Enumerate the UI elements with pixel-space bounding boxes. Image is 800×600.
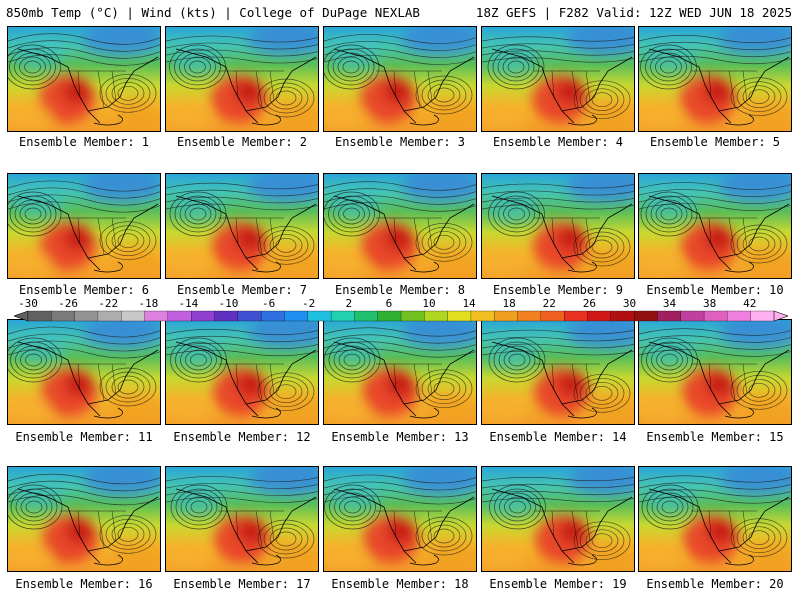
ensemble-member-caption: Ensemble Member: 14 [489, 430, 627, 444]
ensemble-member-caption: Ensemble Member: 18 [331, 577, 469, 591]
ensemble-map-panel [165, 173, 319, 279]
colorbar-tick-label: 14 [462, 297, 476, 310]
ensemble-map-panel [165, 319, 319, 425]
ensemble-member-caption: Ensemble Member: 8 [334, 283, 466, 297]
ensemble-map-panel [481, 26, 635, 132]
ensemble-member-caption: Ensemble Member: 17 [173, 577, 311, 591]
ensemble-member-caption: Ensemble Member: 3 [334, 135, 466, 149]
ensemble-member-caption: Ensemble Member: 6 [18, 283, 150, 297]
colorbar-tick-label: -6 [261, 297, 276, 310]
ensemble-map-panel [481, 319, 635, 425]
ensemble-map-panel [638, 26, 792, 132]
ensemble-map-panel [165, 26, 319, 132]
colorbar-tick-label: 38 [703, 297, 717, 310]
ensemble-member-caption: Ensemble Member: 1 [18, 135, 150, 149]
colorbar-tick-label: 34 [662, 297, 677, 310]
ensemble-member-caption: Ensemble Member: 2 [176, 135, 308, 149]
colorbar-tick-label: 2 [345, 297, 353, 310]
colorbar-tick-labels: -30 -26 -22 -18 -14 -10 -6 -2 2 6 10 14 18 22 26 30 34 38… [0, 297, 800, 310]
ensemble-member-caption: Ensemble Member: 4 [492, 135, 624, 149]
ensemble-map-panel [638, 173, 792, 279]
ensemble-member-caption: Ensemble Member: 12 [173, 430, 311, 444]
ensemble-member-caption: Ensemble Member: 16 [15, 577, 153, 591]
ensemble-map-panel [323, 26, 477, 132]
ensemble-member-caption: Ensemble Member: 15 [646, 430, 784, 444]
ensemble-member-caption: Ensemble Member: 13 [331, 430, 469, 444]
colorbar-tick-label: 26 [582, 297, 596, 310]
colorbar-tick-label: -10 [218, 297, 239, 310]
colorbar-tick-label: -2 [302, 297, 316, 310]
colorbar-tick-label: 30 [622, 297, 637, 310]
ensemble-member-caption: Ensemble Member: 7 [176, 283, 308, 297]
ensemble-map-panel [165, 466, 319, 572]
ensemble-member-caption: Ensemble Member: 11 [15, 430, 153, 444]
colorbar-tick-label: 6 [385, 297, 393, 310]
ensemble-map-panel [481, 466, 635, 572]
colorbar-tick-label: 42 [743, 297, 757, 310]
ensemble-map-panel [323, 466, 477, 572]
colorbar-tick-label: -22 [98, 297, 119, 310]
ensemble-map-panel [638, 466, 792, 572]
ensemble-map-panel [323, 319, 477, 425]
ensemble-map-panel [7, 26, 161, 132]
colorbar-tick-label: -26 [58, 297, 79, 310]
ensemble-map-panel [7, 319, 161, 425]
colorbar-tick-label: 18 [502, 297, 516, 310]
ensemble-map-panel [7, 466, 161, 572]
header-title: 850mb Temp (°C) | Wind (kts) | College o… [6, 5, 420, 20]
colorbar-tick-label: -14 [178, 297, 199, 310]
ensemble-map-panel [323, 173, 477, 279]
colorbar-tick-label: -30 [18, 297, 38, 310]
ensemble-member-caption: Ensemble Member: 5 [649, 135, 781, 149]
ensemble-map-panel [638, 319, 792, 425]
ensemble-member-caption: Ensemble Member: 20 [646, 577, 784, 591]
temperature-colorbar [14, 310, 788, 322]
ensemble-member-caption: Ensemble Member: 10 [646, 283, 784, 297]
ensemble-member-caption: Ensemble Member: 9 [492, 283, 624, 297]
ensemble-member-caption: Ensemble Member: 19 [489, 577, 627, 591]
colorbar-tick-label: 22 [542, 297, 556, 310]
header-run-info: 18Z GEFS | F282 Valid: 12Z WED JUN 18 20… [475, 5, 792, 20]
colorbar-tick-label: 10 [422, 297, 436, 310]
ensemble-map-panel [481, 173, 635, 279]
ensemble-map-panel [7, 173, 161, 279]
colorbar-tick-label: -18 [138, 297, 159, 310]
